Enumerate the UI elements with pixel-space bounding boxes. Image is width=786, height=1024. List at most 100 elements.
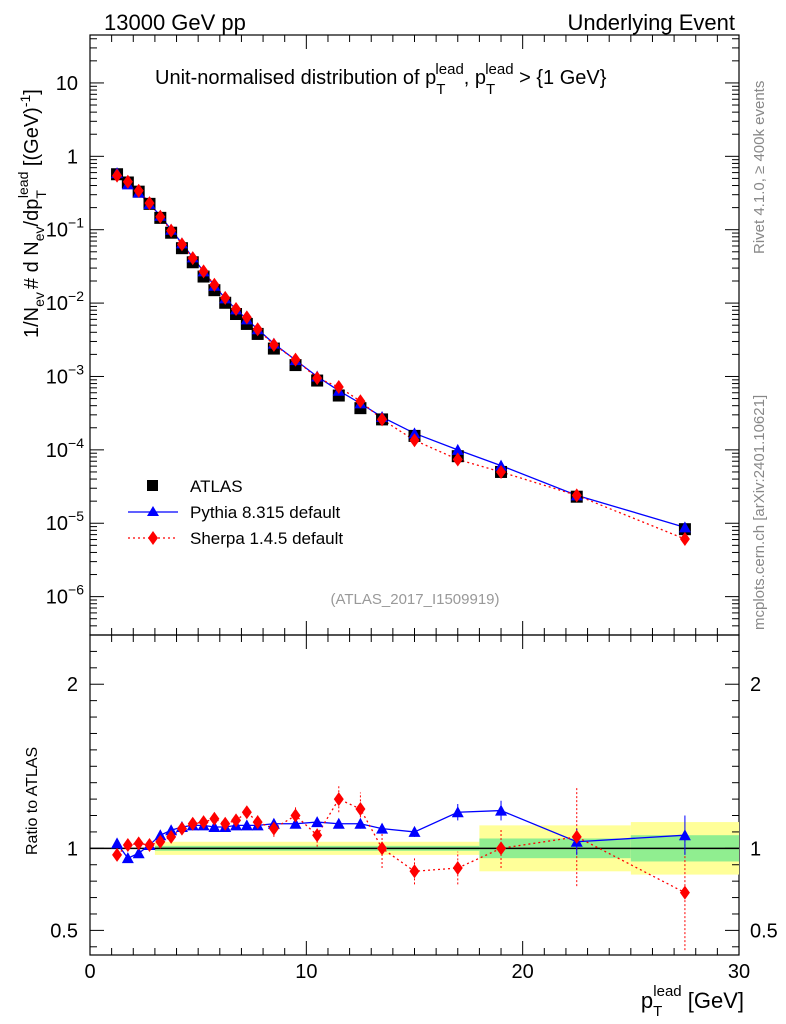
pythia-point [154,829,167,841]
sherpa-point [333,379,344,394]
sherpa-point [231,302,242,317]
sherpa-point [209,811,220,826]
sherpa-point [312,371,323,386]
x-tick-label: 20 [512,961,534,983]
pythia-point [376,822,389,834]
sherpa-point [409,433,420,448]
ratio-y-tick-label-right: 0.5 [750,920,778,942]
y-tick-label: 10−3 [46,361,84,388]
main-title: Unit-normalised distribution of pTlead, … [155,61,607,98]
sherpa-point [155,209,166,224]
sherpa-point [679,531,690,546]
sherpa-point [290,808,301,823]
sherpa-point [268,337,279,352]
pythia-point [451,806,464,818]
sherpa-point [452,861,463,876]
x-tick-label: 0 [84,961,95,983]
sherpa-point [112,168,123,183]
header-right: Underlying Event [567,10,735,35]
pythia-point [451,443,464,455]
main-panel-frame [89,34,740,636]
sherpa-point [209,277,220,292]
sherpa-point [187,816,198,831]
sherpa-point [409,864,420,879]
sherpa-point [112,847,123,862]
analysis-watermark: (ATLAS_2017_I1509919) [330,591,499,608]
y-tick-label: 1 [67,146,78,168]
sherpa-point [377,412,388,427]
ratio-series [111,785,691,951]
sherpa-point [220,816,231,831]
sherpa-point [252,815,263,830]
x-tick-label: 30 [728,961,750,983]
ratio-y-tick-label-right: 1 [750,838,761,860]
sherpa-point [176,237,187,252]
sherpa-point [268,821,279,836]
pythia-point [678,521,691,533]
y-tick-label: 10−6 [46,582,84,609]
pythia-point [678,829,691,841]
sherpa-point [496,464,507,479]
sherpa-point [187,251,198,266]
sherpa-point [571,829,582,844]
pythia-point [354,817,367,829]
x-axis-label: pTlead [GeV] [641,983,744,1020]
mcplots-label: mcplots.cern.ch [arXiv:2401.10621] [751,395,768,630]
pythia-point [495,804,508,816]
legend: ATLAS Pythia 8.315 default Sherpa 1.4.5 … [128,477,343,548]
legend-atlas-marker [147,480,158,491]
sherpa-point [166,829,177,844]
pythia-point [408,427,421,439]
ratio-y-tick-label: 1 [67,838,78,860]
sherpa-point [333,792,344,807]
sherpa-point [571,488,582,503]
sherpa-point [241,310,252,325]
y-tick-label: 10−4 [46,435,84,462]
y-tick-label: 10−2 [46,288,84,315]
ratio-ylabel: Ratio to ATLAS [24,747,41,855]
rivet-label: Rivet 4.1.0, ≥ 400k events [751,81,768,254]
ratio-axis-ticks: 0 10 20 30 2 2 1 1 0.5 0.5 [50,635,778,983]
y-tick-label: 10−1 [46,215,84,242]
sherpa-point [133,183,144,198]
pythia-point [332,817,345,829]
pythia-point [408,825,421,837]
sherpa-point [355,394,366,409]
sherpa-point [166,223,177,238]
sherpa-point [220,290,231,305]
pythia-point [289,817,302,829]
sherpa-point [176,821,187,836]
sherpa-point [133,836,144,851]
x-tick-label: 10 [295,961,317,983]
pythia-point [165,824,178,836]
sherpa-point [452,452,463,467]
ratio-y-tick-label-right: 2 [750,674,761,696]
main-axis-ticks: 10 1 10−1 10−2 10−3 10−4 10−5 10−6 [46,35,740,636]
sherpa-point [496,841,507,856]
pythia-point [121,852,134,864]
pythia-point [208,821,221,832]
legend-sherpa-marker [148,531,158,545]
sherpa-point [377,841,388,856]
pythia-line [116,172,686,528]
legend-pythia-label: Pythia 8.315 default [190,503,341,522]
sherpa-point [231,813,242,828]
sherpa-point [312,828,323,843]
sherpa-point [355,801,366,816]
sherpa-point [122,174,133,189]
ratio-y-tick-label: 2 [67,674,78,696]
y-tick-label: 10−5 [46,508,84,535]
legend-atlas-label: ATLAS [190,477,243,496]
legend-sherpa-label: Sherpa 1.4.5 default [190,529,343,548]
legend-pythia-marker [147,506,159,516]
pythia-point [111,837,124,849]
sherpa-point [198,264,209,279]
ratio-y-tick-label: 0.5 [50,920,78,942]
sherpa-point [155,834,166,849]
main-series [111,167,691,546]
sherpa-point [241,805,252,820]
sherpa-point [198,815,209,830]
pythia-point [311,816,324,828]
sherpa-point [122,838,133,853]
sherpa-point [290,352,301,367]
